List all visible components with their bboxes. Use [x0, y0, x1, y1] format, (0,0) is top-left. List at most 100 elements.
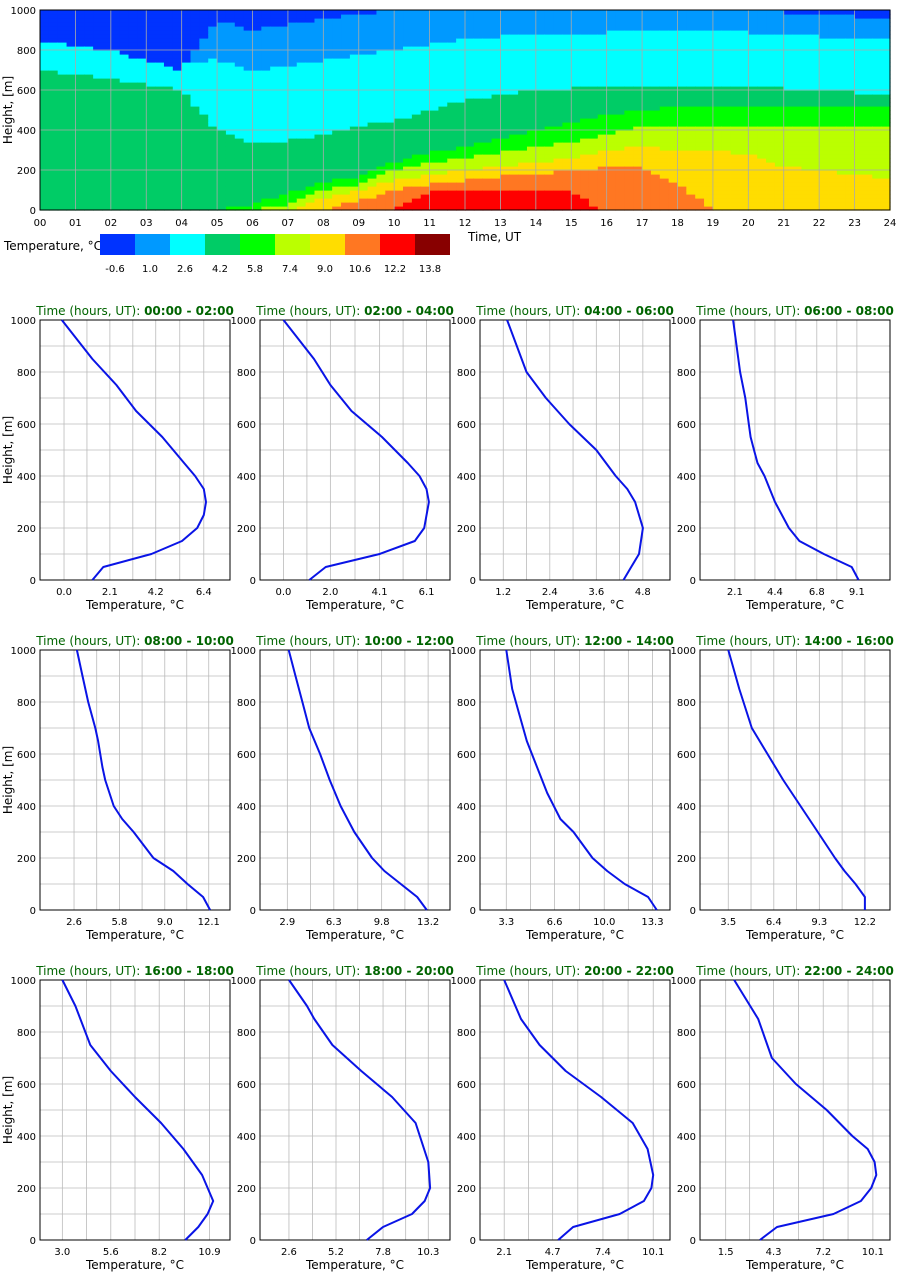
heatmap-cell	[385, 18, 395, 23]
heatmap-cell	[695, 58, 705, 63]
heatmap-cell	[323, 98, 333, 103]
heatmap-cell	[279, 130, 289, 135]
heatmap-cell	[261, 70, 271, 75]
heatmap-cell	[128, 66, 138, 71]
heatmap-cell	[624, 82, 634, 87]
heatmap-cell	[420, 98, 431, 103]
heatmap-cell	[482, 46, 493, 51]
heatmap-cell	[84, 54, 94, 59]
heatmap-cell	[482, 162, 493, 167]
heatmap-cell	[810, 22, 820, 27]
heatmap-cell	[544, 138, 555, 143]
heatmap-cell	[190, 38, 200, 43]
heatmap-cell	[163, 178, 174, 183]
heatmap-cell	[101, 182, 112, 187]
heatmap-cell	[748, 186, 758, 191]
heatmap-cell	[704, 182, 714, 187]
heatmap-cell	[677, 18, 687, 23]
heatmap-cell	[93, 190, 103, 195]
heatmap-cell	[571, 126, 581, 131]
heatmap-cell	[296, 62, 307, 67]
heatmap-cell	[588, 198, 599, 203]
heatmap-cell	[48, 190, 59, 195]
heatmap-cell	[650, 206, 661, 211]
heatmap-cell	[757, 198, 767, 203]
heatmap-cell	[217, 178, 227, 183]
heatmap-cell	[624, 146, 634, 151]
heatmap-cell	[119, 174, 130, 179]
heatmap-cell	[500, 150, 510, 155]
heatmap-cell	[394, 38, 404, 43]
heatmap-cell	[526, 82, 537, 87]
heatmap-cell	[721, 174, 732, 179]
heatmap-cell	[659, 102, 670, 107]
heatmap-cell	[819, 194, 829, 199]
heatmap-cell	[101, 90, 112, 95]
heatmap-cell	[553, 58, 563, 63]
heatmap-cell	[721, 182, 732, 187]
heatmap-cell	[677, 118, 687, 123]
heatmap-cell	[836, 10, 847, 15]
heatmap-cell	[420, 150, 431, 155]
heatmap-cell	[580, 58, 590, 63]
heatmap-cell	[341, 82, 351, 87]
heatmap-cell	[40, 22, 50, 27]
heatmap-cell	[801, 146, 811, 151]
heatmap-cell	[119, 170, 130, 175]
heatmap-cell	[137, 94, 147, 99]
heatmap-cell	[535, 42, 546, 47]
heatmap-cell	[465, 82, 475, 87]
heatmap-cell	[376, 102, 386, 107]
heatmap-cell	[332, 170, 342, 175]
heatmap-cell	[456, 30, 466, 35]
heatmap-cell	[712, 146, 723, 151]
heatmap-cell	[403, 26, 413, 31]
heatmap-cell	[677, 82, 687, 87]
heatmap-cell	[695, 114, 705, 119]
heatmap-cell	[854, 198, 865, 203]
heatmap-cell	[819, 126, 829, 131]
heatmap-cell	[261, 174, 271, 179]
heatmap-cell	[810, 206, 820, 211]
heatmap-cell	[819, 30, 829, 35]
heatmap-cell	[172, 42, 183, 47]
heatmap-cell	[93, 178, 103, 183]
heatmap-cell	[668, 70, 679, 75]
heatmap-cell	[323, 182, 333, 187]
heatmap-cell	[155, 46, 165, 51]
heatmap-cell	[819, 42, 829, 47]
heatmap-cell	[429, 182, 440, 187]
heatmap-cell	[279, 82, 289, 87]
heatmap-cell	[491, 50, 502, 55]
heatmap-cell	[686, 126, 696, 131]
heatmap-cell	[712, 158, 723, 163]
heatmap-cell	[261, 194, 271, 199]
heatmap-cell	[190, 198, 200, 203]
heatmap-cell	[137, 162, 147, 167]
heatmap-cell	[403, 78, 413, 83]
heatmap-cell	[57, 194, 68, 199]
heatmap-cell	[526, 14, 537, 19]
heatmap-cell	[828, 114, 838, 119]
heatmap-cell	[332, 162, 342, 167]
heatmap-cell	[128, 90, 138, 95]
heatmap-cell	[872, 98, 882, 103]
heatmap-cell	[57, 26, 68, 31]
heatmap-cell	[172, 146, 183, 151]
heatmap-cell	[482, 154, 493, 159]
heatmap-cell	[287, 194, 298, 199]
heatmap-cell	[615, 46, 625, 51]
heatmap-cell	[633, 166, 643, 171]
heatmap-cell	[172, 102, 183, 107]
heatmap-cell	[491, 170, 502, 175]
heatmap-cell	[580, 194, 590, 199]
heatmap-cell	[190, 94, 200, 99]
heatmap-cell	[509, 130, 519, 135]
heatmap-cell	[93, 122, 103, 127]
heatmap-cell	[854, 22, 865, 27]
heatmap-cell	[659, 62, 670, 67]
heatmap-cell	[146, 34, 156, 39]
heatmap-cell	[110, 30, 121, 35]
colorbar-swatch	[415, 234, 450, 255]
heatmap-cell	[358, 86, 369, 91]
